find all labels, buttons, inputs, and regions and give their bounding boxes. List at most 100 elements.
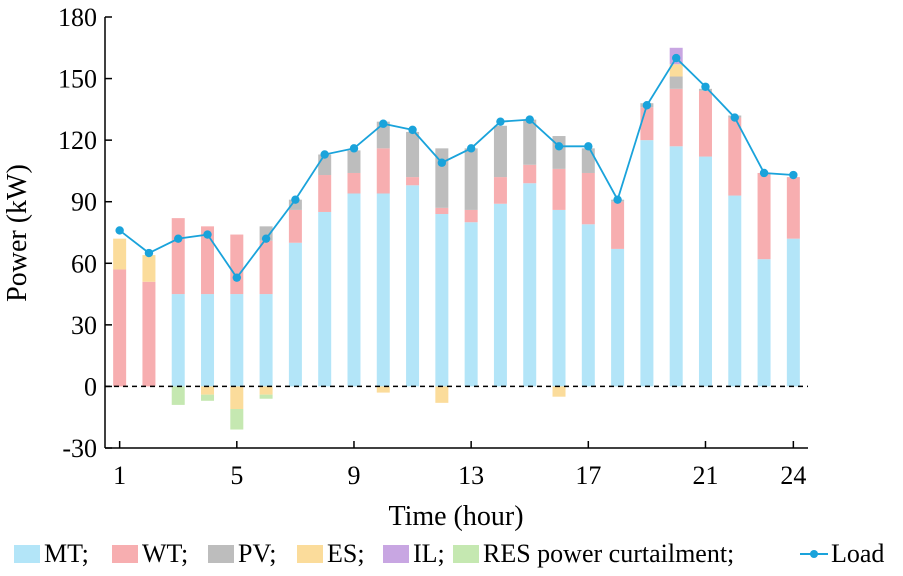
load-point-2 [144, 248, 154, 258]
bar-wt-23 [757, 172, 771, 260]
load-point-15 [525, 115, 534, 124]
bar-wt-3 [171, 218, 185, 295]
x-tick-label: 21 [692, 461, 718, 490]
bar-mt-4 [201, 294, 215, 387]
load-point-4 [203, 230, 212, 239]
y-tick-label: 150 [58, 65, 97, 94]
axes-layer: -30 0 30 60 90 120 150 180 1 5 9 13 17 21 24 [58, 3, 808, 490]
load-point-17 [584, 142, 593, 151]
legend-label-es: ES; [327, 539, 365, 568]
bar-res-power-curtailment-5 [230, 409, 244, 430]
bar-wt-4 [201, 226, 215, 295]
bar-pv-13 [464, 148, 478, 210]
bar-mt-21 [698, 156, 712, 387]
bar-mt-7 [288, 242, 302, 387]
load-point-14 [496, 117, 505, 126]
legend-label-res-power-curtailment: RES power curtailment; [483, 539, 734, 568]
bar-es-12 [435, 386, 449, 403]
load-point-3 [174, 234, 183, 243]
legend-label-mt: MT; [44, 539, 89, 568]
bar-mt-19 [640, 140, 654, 387]
load-point-9 [349, 144, 359, 153]
load-point-20 [671, 53, 681, 63]
bar-es-16 [552, 386, 566, 397]
bar-wt-21 [698, 90, 712, 157]
bar-es-1 [113, 238, 127, 270]
load-line-layer [115, 53, 798, 282]
bar-wt-13 [464, 209, 478, 223]
bar-res-power-curtailment-3 [171, 386, 185, 405]
bar-wt-15 [523, 164, 537, 184]
load-point-18 [613, 195, 622, 204]
bar-mt-15 [523, 183, 537, 387]
y-tick-label: 0 [84, 372, 97, 401]
x-tick-label: 5 [230, 461, 243, 490]
bar-es-10 [376, 386, 390, 393]
bar-mt-20 [669, 146, 683, 387]
bar-wt-20 [669, 88, 683, 147]
bar-mt-22 [728, 195, 742, 387]
y-axis-title: Power (kW) [2, 164, 33, 302]
bar-mt-5 [230, 294, 244, 387]
bar-mt-10 [376, 193, 390, 387]
legend-label-pv: PV; [238, 539, 277, 568]
bar-mt-14 [493, 203, 507, 387]
bar-mt-3 [171, 294, 185, 387]
legend-label-wt: WT; [142, 539, 188, 568]
legend-swatch-wt [112, 545, 138, 563]
y-tick-label: 180 [58, 3, 97, 32]
load-point-6 [261, 234, 271, 243]
bar-es-5 [230, 386, 244, 410]
y-tick-label: 120 [58, 126, 97, 155]
bar-wt-16 [552, 168, 566, 210]
legend-label-load: Load [831, 539, 884, 568]
bar-es-4 [201, 386, 215, 395]
bar-pv-11 [406, 131, 420, 178]
bar-pv-20 [669, 76, 683, 89]
load-point-7 [291, 195, 300, 204]
load-point-22 [730, 113, 739, 122]
load-point-10 [379, 119, 388, 128]
bar-wt-22 [728, 117, 742, 196]
legend-swatch-res-power-curtailment [453, 545, 479, 563]
bar-es-20 [669, 64, 683, 77]
bar-mt-13 [464, 222, 478, 387]
bar-mt-23 [757, 259, 771, 387]
bar-mt-24 [786, 238, 800, 387]
bar-es-6 [259, 386, 273, 395]
load-point-12 [437, 158, 447, 167]
bar-wt-8 [318, 175, 332, 212]
bar-pv-15 [523, 119, 537, 165]
legend-swatch-mt [14, 545, 40, 563]
load-point-5 [232, 273, 242, 282]
bar-mt-6 [259, 294, 273, 387]
bar-wt-7 [288, 209, 302, 243]
bar-res-power-curtailment-6 [259, 394, 273, 399]
legend-swatch-il [383, 545, 409, 563]
legend-swatch-marker-load [810, 550, 818, 558]
y-tick-label: -30 [62, 434, 97, 463]
bar-pv-10 [376, 121, 390, 149]
bar-res-power-curtailment-4 [201, 394, 215, 401]
bar-wt-9 [347, 172, 361, 194]
x-tick-label: 24 [780, 461, 806, 490]
bars-layer [113, 47, 800, 430]
bar-pv-9 [347, 150, 361, 173]
load-point-23 [759, 168, 769, 178]
x-tick-label: 1 [113, 461, 126, 490]
bar-wt-17 [581, 172, 595, 225]
legend: MT; WT; PV; ES; IL; RES power curtailment; Loa… [14, 539, 884, 568]
bar-mt-17 [581, 224, 595, 387]
x-axis-title: Time (hour) [388, 501, 523, 532]
bar-pv-17 [581, 148, 595, 173]
bar-pv-7 [288, 199, 302, 210]
bar-wt-14 [493, 177, 507, 204]
legend-swatch-es [297, 545, 323, 563]
y-tick-label: 30 [71, 311, 97, 340]
x-tick-label: 13 [458, 461, 484, 490]
bar-wt-11 [406, 177, 420, 186]
bar-es-2 [142, 255, 156, 282]
load-point-24 [789, 170, 798, 180]
bar-mt-11 [406, 185, 420, 387]
bar-wt-19 [640, 107, 654, 141]
